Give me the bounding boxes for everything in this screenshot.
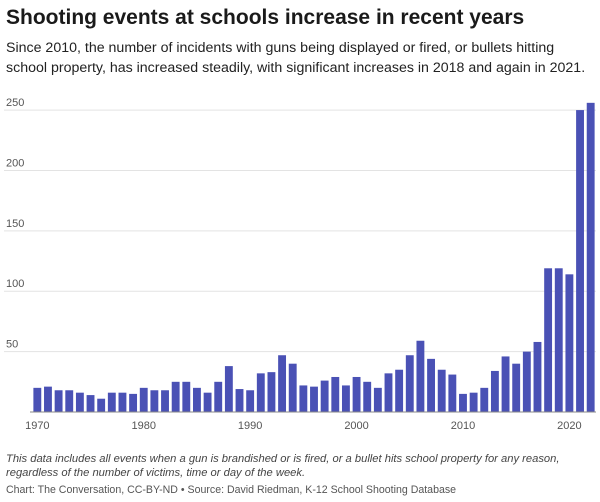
x-tick-label-2020: 2020 <box>557 420 581 432</box>
bar-2010 <box>459 393 467 412</box>
bar-1977 <box>107 392 116 412</box>
y-tick-label-250: 250 <box>6 97 24 109</box>
chart-title: Shooting events at schools increase in r… <box>6 6 525 29</box>
bar-1988 <box>224 366 233 412</box>
bar-1985 <box>193 387 201 412</box>
bar-2020 <box>565 274 574 412</box>
bar-1976 <box>97 398 106 412</box>
bar-2015 <box>512 363 521 412</box>
bar-1975 <box>86 395 95 412</box>
bar-1998 <box>331 376 340 412</box>
x-tick-label-1970: 1970 <box>25 420 49 432</box>
bar-1986 <box>203 392 212 412</box>
y-tick-label-200: 200 <box>6 157 24 169</box>
x-tick-label-2010: 2010 <box>451 420 475 432</box>
bar-1993 <box>278 355 287 412</box>
bar-2018 <box>544 268 553 412</box>
bar-1987 <box>214 381 223 412</box>
bar-2006 <box>416 340 425 412</box>
bar-1996 <box>310 386 318 412</box>
chart-credit: Chart: The Conversation, CC-BY-ND • Sour… <box>6 484 457 496</box>
x-tick-label-1980: 1980 <box>131 420 155 432</box>
bar-1980 <box>139 387 148 412</box>
bar-1984 <box>182 381 191 412</box>
bar-2001 <box>363 381 372 412</box>
bar-1999 <box>341 385 350 412</box>
bar-1989 <box>235 389 244 412</box>
bar-2021 <box>576 110 584 413</box>
chart-note: This data includes all events when a gun… <box>6 453 560 479</box>
bar-1971 <box>44 386 52 412</box>
bar-1995 <box>299 385 308 412</box>
bar-1978 <box>118 392 127 412</box>
bar-1970 <box>33 387 42 412</box>
bar-1997 <box>320 380 329 412</box>
bar-2022 <box>586 102 595 412</box>
bar-2013 <box>490 370 499 412</box>
bar-1982 <box>161 390 169 412</box>
y-tick-label-50: 50 <box>6 339 18 351</box>
x-axis-tick-labels: 1970 1980 1990 2000 2010 2020 <box>25 420 582 432</box>
x-tick-label-2000: 2000 <box>344 420 368 432</box>
y-tick-label-150: 150 <box>6 218 24 230</box>
bar-2017 <box>533 341 542 412</box>
bar-1979 <box>129 393 138 412</box>
bar-1974 <box>75 392 84 412</box>
bar-1973 <box>65 390 74 412</box>
bar-2007 <box>427 358 435 412</box>
bar-1990 <box>246 390 255 412</box>
bar-2000 <box>352 376 361 412</box>
bar-1991 <box>256 373 265 412</box>
bar-1992 <box>267 372 276 412</box>
bar-2016 <box>522 351 531 412</box>
y-tick-label-100: 100 <box>6 278 24 290</box>
bar-2011 <box>469 392 478 412</box>
bar-2003 <box>384 373 393 412</box>
x-tick-label-1990: 1990 <box>238 420 262 432</box>
bar-2005 <box>405 355 414 412</box>
bar-2019 <box>554 268 563 412</box>
gridlines <box>4 109 596 353</box>
y-axis-tick-labels: 50 100 150 200 250 <box>6 97 24 351</box>
bar-2002 <box>373 387 382 412</box>
bar-2004 <box>395 369 404 412</box>
bar-2014 <box>501 356 510 412</box>
chart-subtitle: Since 2010, the number of incidents with… <box>6 40 586 76</box>
bars <box>33 102 595 413</box>
bar-2008 <box>437 369 446 412</box>
bar-1981 <box>150 390 159 412</box>
bar-chart: 50 100 150 200 250 1970 1980 1990 2000 2010 2020 <box>4 97 596 432</box>
bar-1983 <box>171 381 180 412</box>
bar-1994 <box>288 363 297 412</box>
bar-1972 <box>54 390 63 412</box>
bar-2009 <box>448 374 457 412</box>
bar-2012 <box>480 387 489 412</box>
